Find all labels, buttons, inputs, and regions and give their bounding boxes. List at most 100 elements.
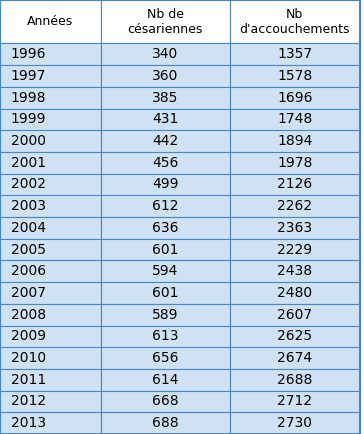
- Text: 2009: 2009: [11, 329, 46, 343]
- Bar: [0, 217, 101, 239]
- Text: 1999: 1999: [11, 112, 46, 126]
- Text: 614: 614: [152, 373, 179, 387]
- Text: 594: 594: [152, 264, 179, 278]
- Bar: [101, 304, 230, 326]
- Text: 499: 499: [152, 178, 179, 191]
- Text: 613: 613: [152, 329, 179, 343]
- Text: 1357: 1357: [277, 47, 312, 61]
- Text: 340: 340: [152, 47, 178, 61]
- Bar: [230, 195, 360, 217]
- Text: 2007: 2007: [11, 286, 46, 300]
- Bar: [0, 152, 101, 174]
- Text: 688: 688: [152, 416, 179, 430]
- Bar: [0, 260, 101, 282]
- Text: 1578: 1578: [277, 69, 312, 83]
- Text: 456: 456: [152, 156, 179, 170]
- Bar: [230, 369, 360, 391]
- Bar: [101, 174, 230, 195]
- Bar: [230, 43, 360, 65]
- Bar: [0, 239, 101, 260]
- Text: 2001: 2001: [11, 156, 46, 170]
- Bar: [230, 130, 360, 152]
- Text: 2005: 2005: [11, 243, 46, 256]
- Bar: [230, 347, 360, 369]
- Bar: [230, 87, 360, 108]
- Bar: [0, 282, 101, 304]
- Text: 2002: 2002: [11, 178, 46, 191]
- Bar: [0, 0, 101, 43]
- Text: 2480: 2480: [277, 286, 312, 300]
- Bar: [101, 43, 230, 65]
- Bar: [230, 412, 360, 434]
- Text: 2607: 2607: [277, 308, 312, 322]
- Text: 668: 668: [152, 395, 179, 408]
- Text: 1978: 1978: [277, 156, 313, 170]
- Text: 2003: 2003: [11, 199, 46, 213]
- Bar: [101, 412, 230, 434]
- Text: 2438: 2438: [277, 264, 312, 278]
- Text: 2006: 2006: [11, 264, 46, 278]
- Text: 612: 612: [152, 199, 179, 213]
- Bar: [101, 326, 230, 347]
- Text: Nb de
césariennes: Nb de césariennes: [128, 8, 203, 36]
- Bar: [230, 152, 360, 174]
- Bar: [230, 239, 360, 260]
- Text: 2674: 2674: [277, 351, 312, 365]
- Bar: [230, 391, 360, 412]
- Bar: [101, 108, 230, 130]
- Bar: [101, 282, 230, 304]
- Bar: [101, 0, 230, 43]
- Bar: [0, 43, 101, 65]
- Bar: [101, 130, 230, 152]
- Bar: [230, 304, 360, 326]
- Text: 2625: 2625: [277, 329, 312, 343]
- Text: 1696: 1696: [277, 91, 313, 105]
- Text: 2010: 2010: [11, 351, 46, 365]
- Bar: [230, 108, 360, 130]
- Bar: [0, 174, 101, 195]
- Text: 636: 636: [152, 221, 179, 235]
- Bar: [101, 217, 230, 239]
- Text: 360: 360: [152, 69, 179, 83]
- Bar: [0, 326, 101, 347]
- Text: 2011: 2011: [11, 373, 46, 387]
- Text: 656: 656: [152, 351, 179, 365]
- Text: 1748: 1748: [277, 112, 312, 126]
- Bar: [0, 369, 101, 391]
- Bar: [230, 260, 360, 282]
- Text: 589: 589: [152, 308, 179, 322]
- Bar: [101, 391, 230, 412]
- Text: 1894: 1894: [277, 134, 313, 148]
- Text: 601: 601: [152, 286, 179, 300]
- Bar: [0, 130, 101, 152]
- Text: 2262: 2262: [277, 199, 312, 213]
- Text: 431: 431: [152, 112, 179, 126]
- Text: 1997: 1997: [11, 69, 46, 83]
- Text: 2712: 2712: [277, 395, 312, 408]
- Text: 2004: 2004: [11, 221, 46, 235]
- Text: 2013: 2013: [11, 416, 46, 430]
- Bar: [101, 195, 230, 217]
- Bar: [0, 304, 101, 326]
- Text: 385: 385: [152, 91, 179, 105]
- Bar: [0, 391, 101, 412]
- Text: 2363: 2363: [277, 221, 312, 235]
- Bar: [230, 326, 360, 347]
- Text: 2730: 2730: [277, 416, 312, 430]
- Bar: [0, 87, 101, 108]
- Text: Nb
d'accouchements: Nb d'accouchements: [240, 8, 350, 36]
- Text: 2229: 2229: [277, 243, 312, 256]
- Bar: [230, 0, 360, 43]
- Text: 1998: 1998: [11, 91, 46, 105]
- Bar: [101, 369, 230, 391]
- Text: 2008: 2008: [11, 308, 46, 322]
- Bar: [101, 65, 230, 87]
- Text: 2688: 2688: [277, 373, 313, 387]
- Text: 1996: 1996: [11, 47, 46, 61]
- Bar: [230, 282, 360, 304]
- Text: Années: Années: [27, 15, 74, 28]
- Bar: [0, 347, 101, 369]
- Bar: [0, 412, 101, 434]
- Text: 2000: 2000: [11, 134, 46, 148]
- Bar: [0, 195, 101, 217]
